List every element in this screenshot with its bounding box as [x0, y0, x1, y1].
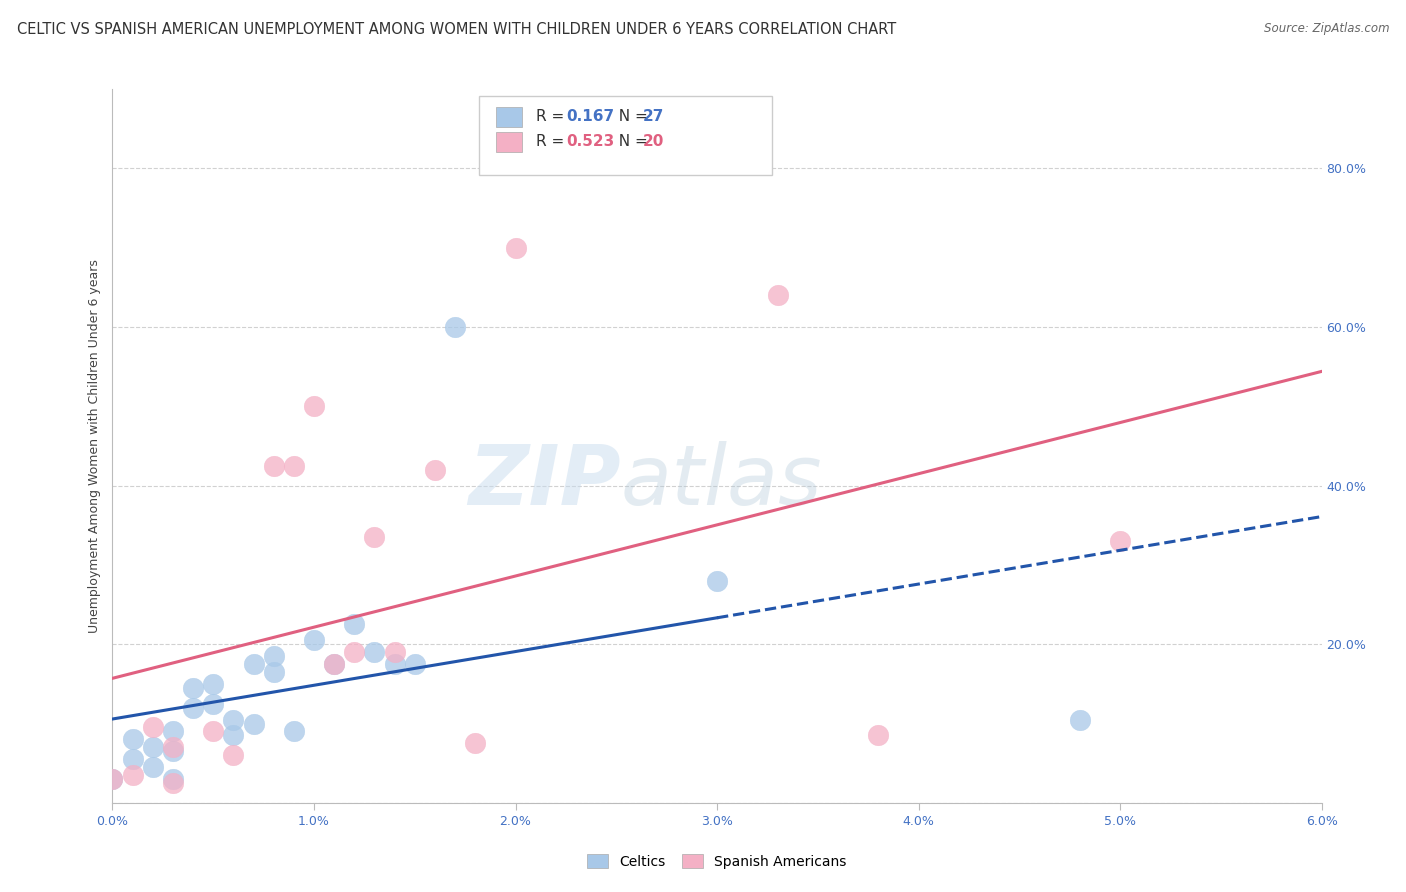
- Point: [142, 760, 165, 774]
- Point: [423, 463, 446, 477]
- Point: [181, 700, 204, 714]
- Point: [222, 728, 245, 742]
- Y-axis label: Unemployment Among Women with Children Under 6 years: Unemployment Among Women with Children U…: [89, 259, 101, 633]
- Point: [444, 320, 467, 334]
- Point: [121, 768, 143, 782]
- Point: [202, 697, 225, 711]
- Point: [384, 645, 406, 659]
- Point: [202, 724, 225, 739]
- Point: [181, 681, 204, 695]
- Point: [263, 649, 285, 664]
- Point: [142, 721, 165, 735]
- Text: R =: R =: [536, 135, 569, 149]
- Point: [384, 657, 406, 671]
- Legend: Celtics, Spanish Americans: Celtics, Spanish Americans: [582, 848, 852, 874]
- Point: [202, 677, 225, 691]
- Point: [222, 713, 245, 727]
- Point: [283, 724, 305, 739]
- Text: N =: N =: [609, 135, 652, 149]
- Text: Source: ZipAtlas.com: Source: ZipAtlas.com: [1264, 22, 1389, 36]
- Point: [363, 530, 385, 544]
- Point: [868, 728, 890, 742]
- Point: [363, 645, 385, 659]
- Point: [505, 241, 527, 255]
- Text: 20: 20: [643, 135, 664, 149]
- Point: [302, 633, 325, 648]
- Point: [1109, 534, 1132, 549]
- Text: R =: R =: [536, 110, 569, 124]
- Point: [121, 752, 143, 766]
- Text: ZIP: ZIP: [468, 442, 620, 522]
- Point: [162, 740, 184, 755]
- Text: 27: 27: [643, 110, 664, 124]
- Point: [706, 574, 728, 588]
- Text: CELTIC VS SPANISH AMERICAN UNEMPLOYMENT AMONG WOMEN WITH CHILDREN UNDER 6 YEARS : CELTIC VS SPANISH AMERICAN UNEMPLOYMENT …: [17, 22, 896, 37]
- Text: 0.523: 0.523: [567, 135, 614, 149]
- Point: [263, 665, 285, 679]
- Text: 0.167: 0.167: [567, 110, 614, 124]
- Point: [162, 776, 184, 790]
- Point: [242, 716, 264, 731]
- Point: [766, 288, 789, 302]
- Point: [101, 772, 124, 786]
- Point: [101, 772, 124, 786]
- Point: [323, 657, 346, 671]
- Point: [1069, 713, 1091, 727]
- Point: [323, 657, 346, 671]
- Point: [343, 617, 366, 632]
- Text: N =: N =: [609, 110, 652, 124]
- Text: atlas: atlas: [620, 442, 823, 522]
- Point: [162, 724, 184, 739]
- Point: [162, 744, 184, 758]
- Point: [162, 772, 184, 786]
- Point: [263, 458, 285, 473]
- Point: [222, 748, 245, 763]
- Point: [142, 740, 165, 755]
- Point: [283, 458, 305, 473]
- Point: [242, 657, 264, 671]
- Point: [121, 732, 143, 747]
- Point: [302, 400, 325, 414]
- Point: [343, 645, 366, 659]
- Point: [464, 736, 486, 750]
- Point: [404, 657, 426, 671]
